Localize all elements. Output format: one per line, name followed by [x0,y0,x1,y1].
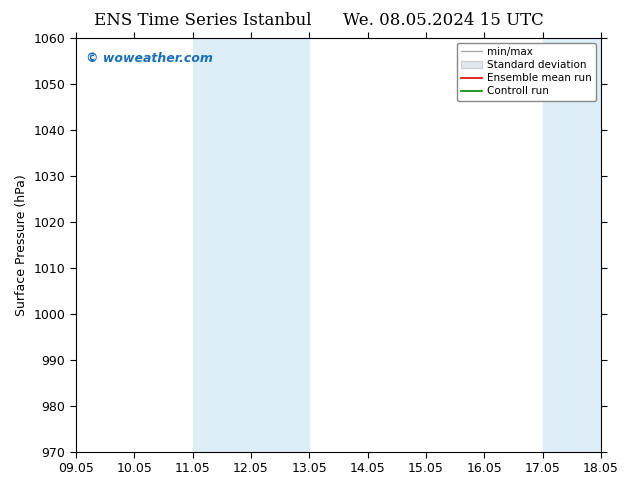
Y-axis label: Surface Pressure (hPa): Surface Pressure (hPa) [15,174,28,316]
Bar [193,38,309,452]
Legend: min/max, Standard deviation, Ensemble mean run, Controll run: min/max, Standard deviation, Ensemble me… [456,43,596,100]
Text: ENS Time Series Istanbul: ENS Time Series Istanbul [94,12,312,29]
Text: We. 08.05.2024 15 UTC: We. 08.05.2024 15 UTC [344,12,544,29]
Bar [543,38,572,452]
Bar [572,38,601,452]
Text: © woweather.com: © woweather.com [86,52,213,65]
